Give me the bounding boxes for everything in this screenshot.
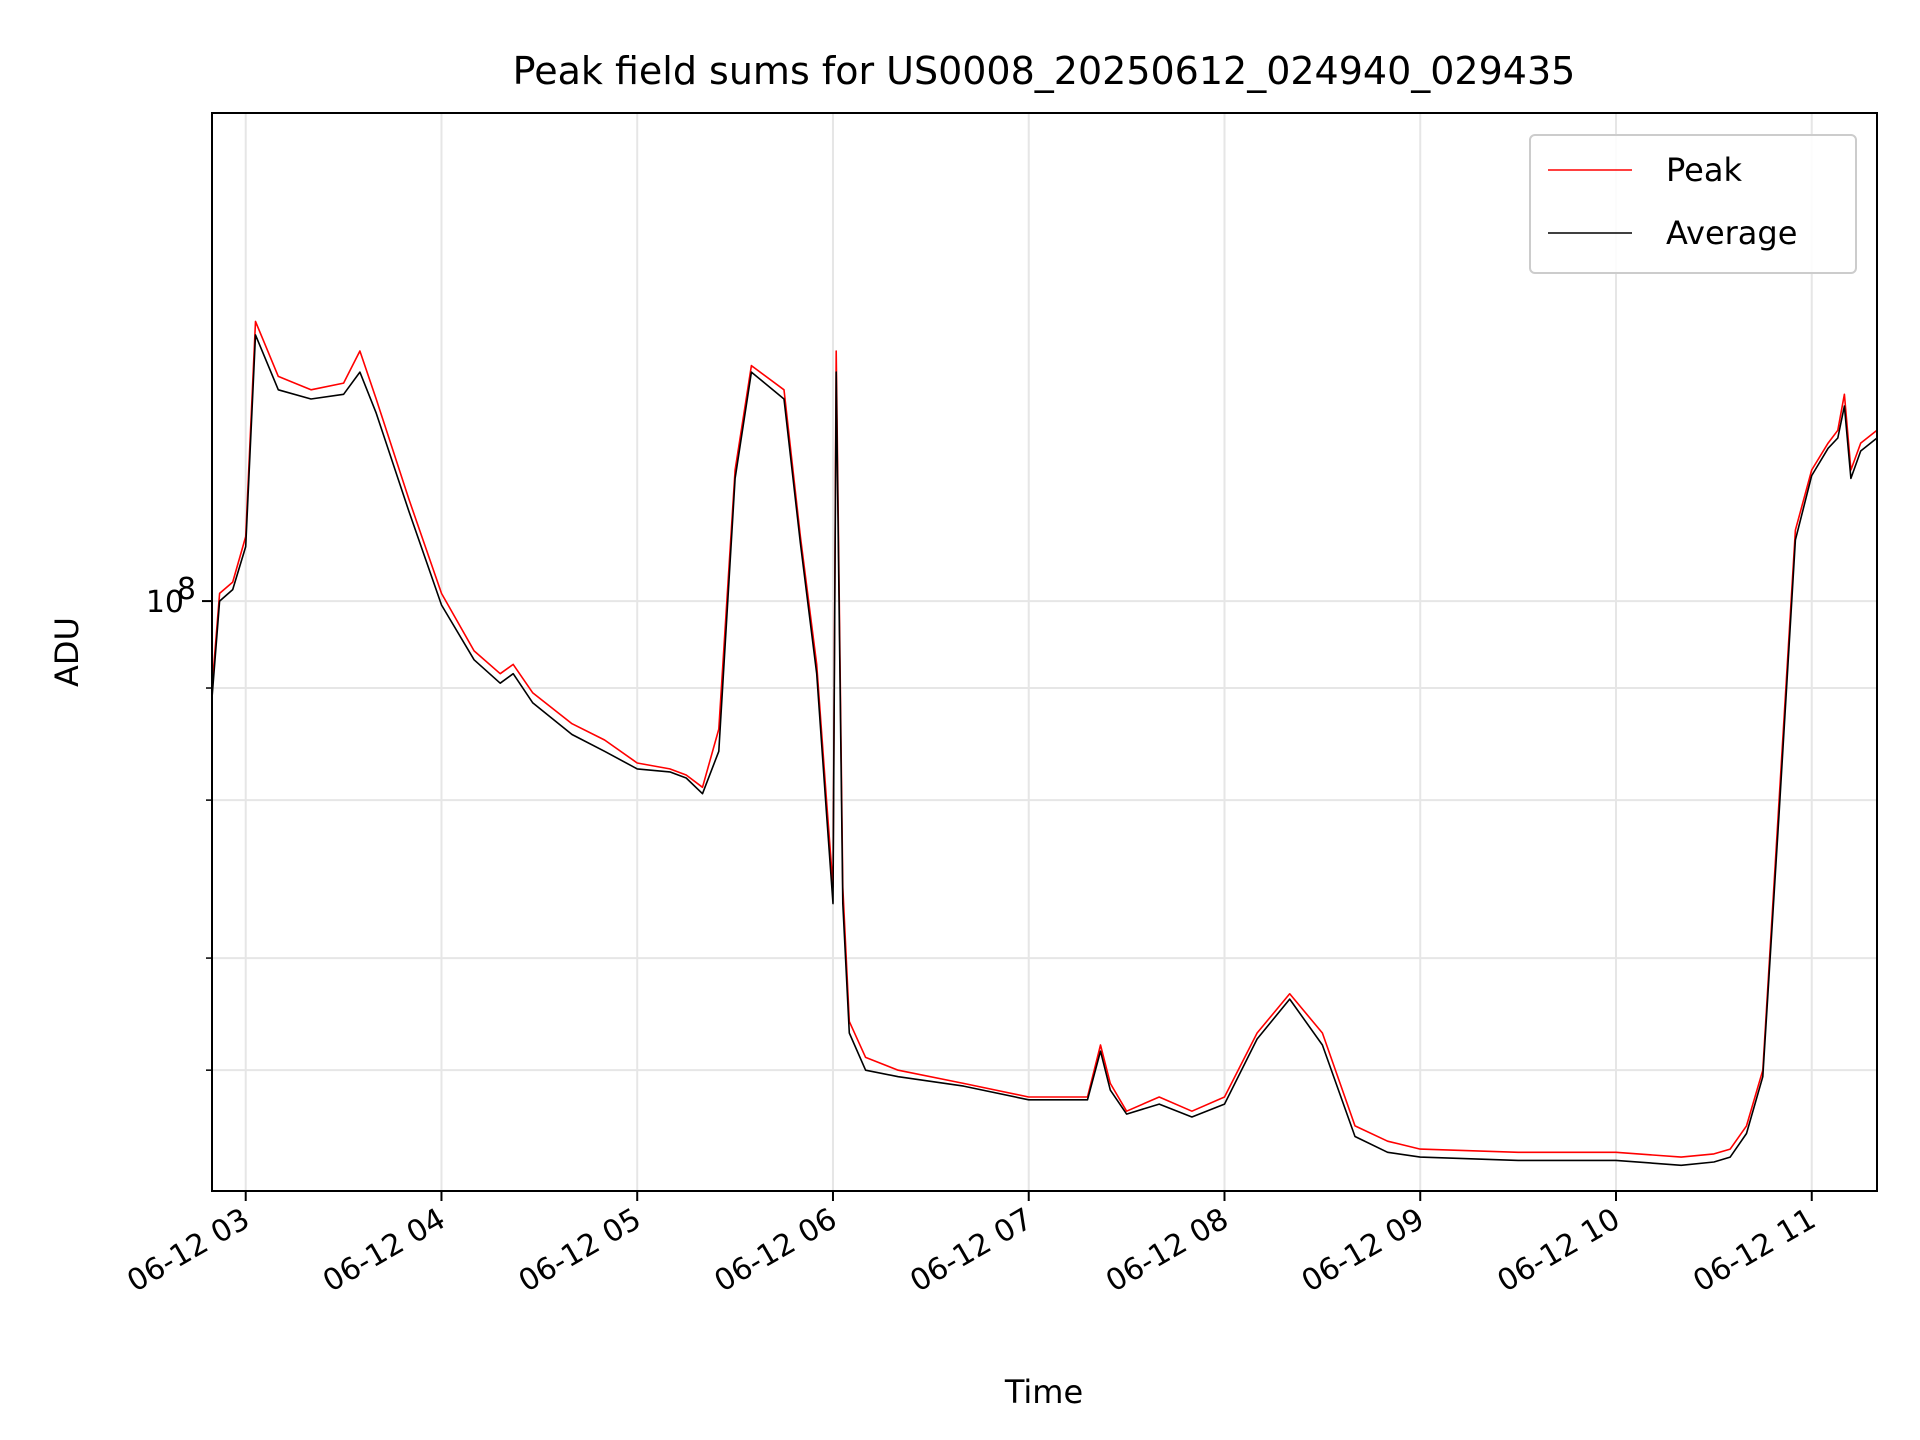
y-tick-label-exponent: 8 — [177, 572, 196, 607]
grid — [212, 113, 1877, 1191]
series-line-average — [211, 334, 1878, 1167]
legend-label-average: Average — [1666, 214, 1797, 252]
series-line-peak — [211, 320, 1878, 1158]
chart-title: Peak field sums for US0008_20250612_0249… — [513, 49, 1576, 93]
legend: Peak Average — [1529, 134, 1857, 274]
legend-label-peak: Peak — [1666, 151, 1742, 189]
y-axis: 108 — [146, 572, 212, 1071]
plot-frame — [211, 112, 1878, 1192]
series-layer — [211, 320, 1878, 1167]
y-axis-title: ADU — [48, 617, 86, 687]
x-axis-title: Time — [1004, 1373, 1083, 1411]
y-tick-label: 10 — [146, 585, 184, 620]
